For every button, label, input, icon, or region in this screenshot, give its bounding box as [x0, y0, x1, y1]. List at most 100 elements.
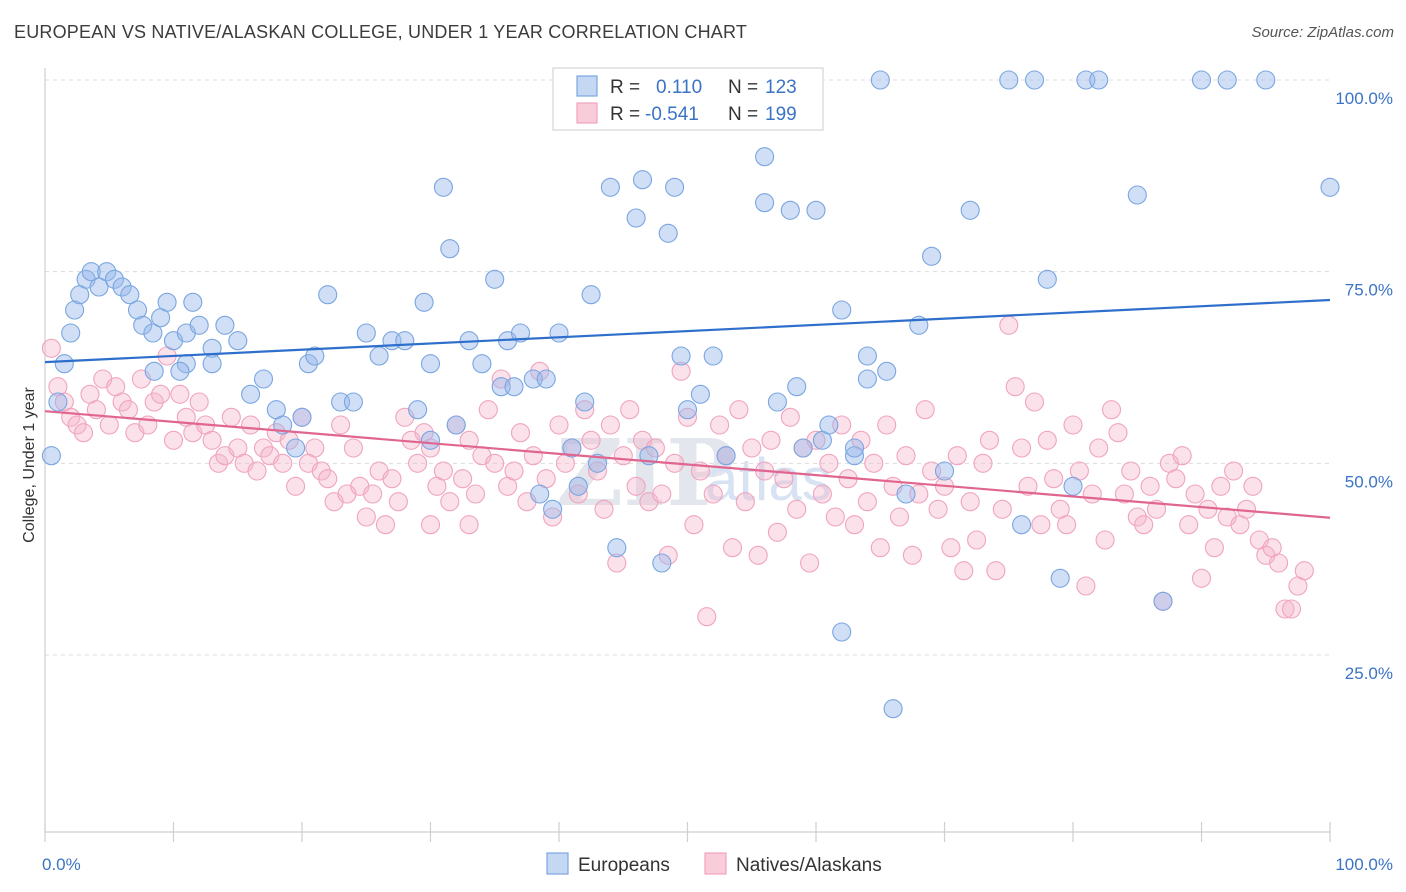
point-natives	[459, 430, 479, 450]
point-natives	[163, 430, 184, 450]
point-natives	[889, 507, 910, 527]
point-europeans	[215, 315, 235, 335]
point-natives	[697, 607, 717, 627]
point-europeans	[819, 415, 839, 435]
point-europeans	[440, 239, 460, 259]
point-europeans	[857, 346, 877, 366]
point-natives	[343, 438, 363, 458]
point-natives	[780, 407, 800, 427]
point-natives	[1108, 423, 1128, 443]
point-natives	[530, 361, 550, 381]
point-natives	[594, 499, 614, 519]
point-natives	[189, 392, 209, 412]
point-europeans	[832, 300, 852, 320]
point-natives	[684, 515, 704, 535]
point-natives	[549, 415, 569, 435]
point-europeans	[183, 292, 203, 312]
legend-n-value-europeans: 123	[765, 77, 797, 98]
point-natives	[787, 499, 807, 519]
point-europeans	[857, 369, 877, 389]
point-europeans	[343, 392, 363, 412]
point-natives	[1101, 400, 1122, 420]
point-natives	[112, 392, 132, 412]
watermark-zip: ZIP	[556, 419, 735, 527]
bottom-legend-swatch-europeans	[546, 852, 569, 875]
point-natives	[671, 361, 691, 381]
point-europeans	[1063, 476, 1083, 496]
point-natives	[992, 499, 1012, 519]
point-natives	[973, 453, 993, 473]
point-natives	[819, 453, 839, 473]
point-natives	[1024, 392, 1045, 412]
point-natives	[465, 484, 486, 504]
point-natives	[510, 423, 531, 443]
point-europeans	[999, 70, 1019, 90]
watermark: ZIP atlas	[556, 419, 832, 527]
point-natives	[677, 407, 698, 427]
point-natives	[41, 338, 61, 358]
point-natives	[1224, 461, 1244, 481]
point-natives	[896, 446, 916, 466]
point-natives	[408, 453, 428, 473]
point-europeans	[395, 331, 415, 351]
point-europeans	[356, 323, 376, 343]
y-axis-label: College, Under 1 year	[21, 387, 38, 543]
series-legend: Europeans Natives/Alaskans	[546, 852, 882, 876]
point-natives	[433, 461, 453, 481]
trend-line-natives	[44, 410, 1331, 519]
point-natives	[208, 453, 229, 473]
point-natives	[1140, 476, 1160, 496]
point-natives	[73, 423, 94, 443]
point-europeans	[1089, 70, 1109, 90]
point-natives	[375, 515, 396, 535]
point-natives	[902, 545, 922, 565]
point-natives	[928, 499, 948, 519]
point-natives	[967, 530, 987, 550]
point-natives	[800, 553, 820, 573]
point-natives	[960, 492, 980, 512]
point-europeans	[607, 538, 627, 558]
point-europeans	[292, 407, 312, 427]
x-tick-label: 0.0%	[42, 855, 81, 874]
point-europeans	[1153, 591, 1173, 611]
point-europeans	[832, 622, 852, 642]
point-natives	[286, 476, 306, 496]
point-natives	[844, 515, 865, 535]
point-europeans	[587, 453, 608, 473]
point-natives	[170, 384, 190, 404]
point-natives	[1179, 515, 1199, 535]
point-europeans	[632, 170, 653, 190]
point-europeans	[806, 200, 826, 220]
point-natives	[1281, 599, 1302, 619]
point-europeans	[562, 438, 582, 458]
point-natives	[1185, 484, 1205, 504]
point-natives	[742, 438, 762, 458]
point-natives	[1211, 476, 1231, 496]
point-natives	[1127, 507, 1147, 527]
point-natives	[626, 476, 646, 496]
point-europeans	[241, 384, 261, 404]
point-europeans	[690, 384, 710, 404]
point-europeans	[870, 70, 890, 90]
point-natives	[947, 446, 967, 466]
legend-r-label-europeans: R =	[610, 77, 640, 98]
point-natives	[1134, 515, 1154, 535]
legend-swatch-natives	[576, 102, 598, 124]
point-natives	[1037, 430, 1057, 450]
point-natives	[1275, 599, 1295, 619]
point-natives	[774, 469, 794, 489]
point-europeans	[1012, 515, 1032, 535]
point-europeans	[414, 292, 434, 312]
point-europeans	[755, 147, 775, 167]
legend-n-label-europeans: N =	[728, 77, 758, 98]
trend-lines	[44, 298, 1331, 519]
point-europeans	[677, 400, 698, 420]
point-europeans	[581, 285, 601, 305]
point-natives	[620, 400, 640, 420]
point-natives	[1089, 438, 1109, 458]
point-natives	[999, 315, 1019, 335]
point-natives	[658, 545, 678, 565]
legend-swatch-europeans	[576, 75, 598, 97]
point-europeans	[41, 446, 61, 466]
points	[41, 70, 1340, 719]
